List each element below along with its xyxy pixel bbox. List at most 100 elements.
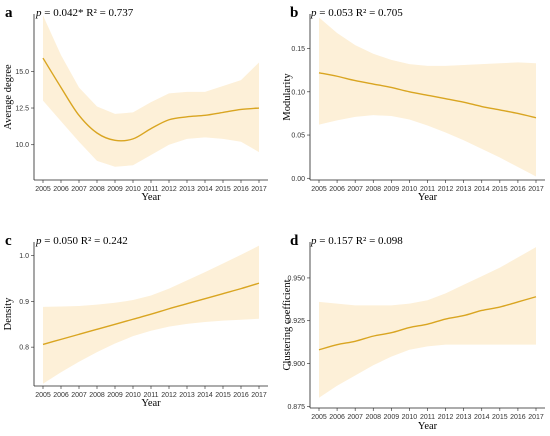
- x-tick-label: 2013: [179, 392, 195, 399]
- x-tick-label: 2014: [474, 186, 490, 193]
- x-tick-label: 2005: [311, 186, 327, 193]
- x-tick-label: 2015: [492, 186, 508, 193]
- y-tick-label: 12.5: [15, 106, 29, 113]
- x-tick-label: 2011: [143, 186, 158, 193]
- fit-line-c: [42, 282, 260, 346]
- x-tick-label: 2013: [179, 186, 195, 193]
- x-tick-label: 2012: [161, 392, 177, 399]
- y-tick-label: 0.00: [291, 176, 305, 183]
- stat-annotation: p = 0.042* R² = 0.737: [35, 7, 134, 19]
- x-tick-label: 2008: [365, 186, 381, 193]
- x-tick-label: 2010: [402, 414, 418, 421]
- x-tick-label: 2008: [89, 186, 105, 193]
- fit-line-a: [42, 57, 260, 142]
- panel-letter: c: [5, 233, 12, 249]
- y-tick-label: 10.0: [15, 142, 29, 149]
- x-tick-label: 2007: [347, 414, 363, 421]
- x-tick-label: 2016: [233, 392, 249, 399]
- x-tick-label: 2015: [215, 186, 231, 193]
- x-tick-label: 2013: [456, 414, 472, 421]
- x-tick-label: 2017: [528, 414, 544, 421]
- fit-line-b: [318, 72, 537, 119]
- stat-annotation: p = 0.157 R² = 0.098: [310, 235, 403, 247]
- stat-annotation: p = 0.050 R² = 0.242: [35, 235, 128, 247]
- p-symbol: p: [310, 235, 317, 247]
- y-tick-label: 0.925: [287, 318, 305, 325]
- y-tick-label: 0.875: [287, 404, 305, 411]
- x-axis-title: Year: [418, 192, 438, 203]
- y-axis-title: Density: [3, 297, 14, 330]
- p-symbol: p: [35, 235, 42, 247]
- x-tick-label: 2008: [365, 414, 381, 421]
- x-tick-label: 2014: [197, 392, 213, 399]
- y-tick-label: 0.950: [287, 275, 305, 282]
- x-tick-label: 2011: [420, 186, 435, 193]
- panel-a: 2005 2006 2007 2008 2009 2010 2011 2012 2013 2014…: [3, 5, 268, 203]
- x-tick-label: 2011: [143, 392, 158, 399]
- y-tick-label: 1.0: [19, 253, 29, 260]
- x-tick-label: 2006: [53, 186, 69, 193]
- stat-annotation: p = 0.053 R² = 0.705: [310, 7, 403, 19]
- x-tick-label: 2014: [197, 186, 213, 193]
- x-tick-label: 2008: [89, 392, 105, 399]
- x-tick-label: 2009: [384, 414, 400, 421]
- x-tick-label: 2007: [71, 186, 87, 193]
- x-tick-label: 2015: [492, 414, 508, 421]
- stat-values: = 0.053 R² = 0.705: [317, 7, 404, 19]
- fit-line-d: [318, 296, 537, 351]
- x-tick-label: 2017: [251, 186, 267, 193]
- stat-values: = 0.042* R² = 0.737: [42, 7, 134, 19]
- y-axis-title: Clustering coefficient: [282, 279, 293, 370]
- x-tick-label: 2009: [107, 392, 123, 399]
- x-tick-label: 2012: [438, 414, 454, 421]
- x-tick-label: 2006: [53, 392, 69, 399]
- y-tick-label: 0.9: [19, 299, 29, 306]
- x-tick-label: 2014: [474, 414, 490, 421]
- y-tick-label: 0.900: [287, 361, 305, 368]
- panel-b: 2005 2006 2007 2008 2009 2010 2011 2012 2013 2014…: [282, 5, 545, 203]
- x-tick-label: 2012: [161, 186, 177, 193]
- x-tick-label: 2006: [329, 186, 345, 193]
- y-tick-label: 0.10: [291, 89, 305, 96]
- panel-letter: b: [290, 5, 298, 21]
- p-symbol: p: [310, 7, 317, 19]
- x-tick-label: 2007: [71, 392, 87, 399]
- stat-values: = 0.050 R² = 0.242: [42, 235, 128, 247]
- y-tick-label: 0.15: [291, 46, 305, 53]
- x-tick-label: 2010: [402, 186, 418, 193]
- x-tick-label: 2007: [347, 186, 363, 193]
- x-tick-label: 2017: [251, 392, 267, 399]
- x-tick-label: 2006: [329, 414, 345, 421]
- x-tick-label: 2010: [125, 186, 141, 193]
- x-tick-label: 2013: [456, 186, 472, 193]
- confidence-band-d: [319, 247, 536, 398]
- x-tick-label: 2005: [35, 392, 51, 399]
- x-axis-title: Year: [418, 421, 438, 432]
- y-tick-label: 15.0: [15, 69, 29, 76]
- panel-letter: a: [5, 5, 13, 21]
- p-symbol: p: [35, 7, 42, 19]
- confidence-band-a: [43, 15, 259, 167]
- panel-letter: d: [290, 233, 299, 249]
- x-axis-title: Year: [141, 398, 161, 409]
- x-tick-label: 2011: [420, 414, 435, 421]
- panel-c: 2005 2006 2007 2008 2009 2010 2011 2012 2013 2014…: [3, 233, 268, 409]
- x-tick-label: 2016: [233, 186, 249, 193]
- x-axis-title: Year: [141, 192, 161, 203]
- x-tick-label: 2016: [510, 414, 526, 421]
- x-tick-label: 2017: [528, 186, 544, 193]
- y-tick-label: 0.05: [291, 133, 305, 140]
- confidence-band-b: [319, 17, 536, 177]
- x-tick-label: 2005: [311, 414, 327, 421]
- y-axis-title: Modularity: [282, 73, 293, 121]
- x-tick-label: 2010: [125, 392, 141, 399]
- stat-values: = 0.157 R² = 0.098: [317, 235, 404, 247]
- x-tick-label: 2009: [107, 186, 123, 193]
- x-tick-label: 2012: [438, 186, 454, 193]
- x-tick-label: 2005: [35, 186, 51, 193]
- y-tick-label: 0.8: [19, 345, 29, 352]
- x-tick-label: 2016: [510, 186, 526, 193]
- y-axis-title: Average degree: [3, 64, 14, 130]
- x-tick-label: 2015: [215, 392, 231, 399]
